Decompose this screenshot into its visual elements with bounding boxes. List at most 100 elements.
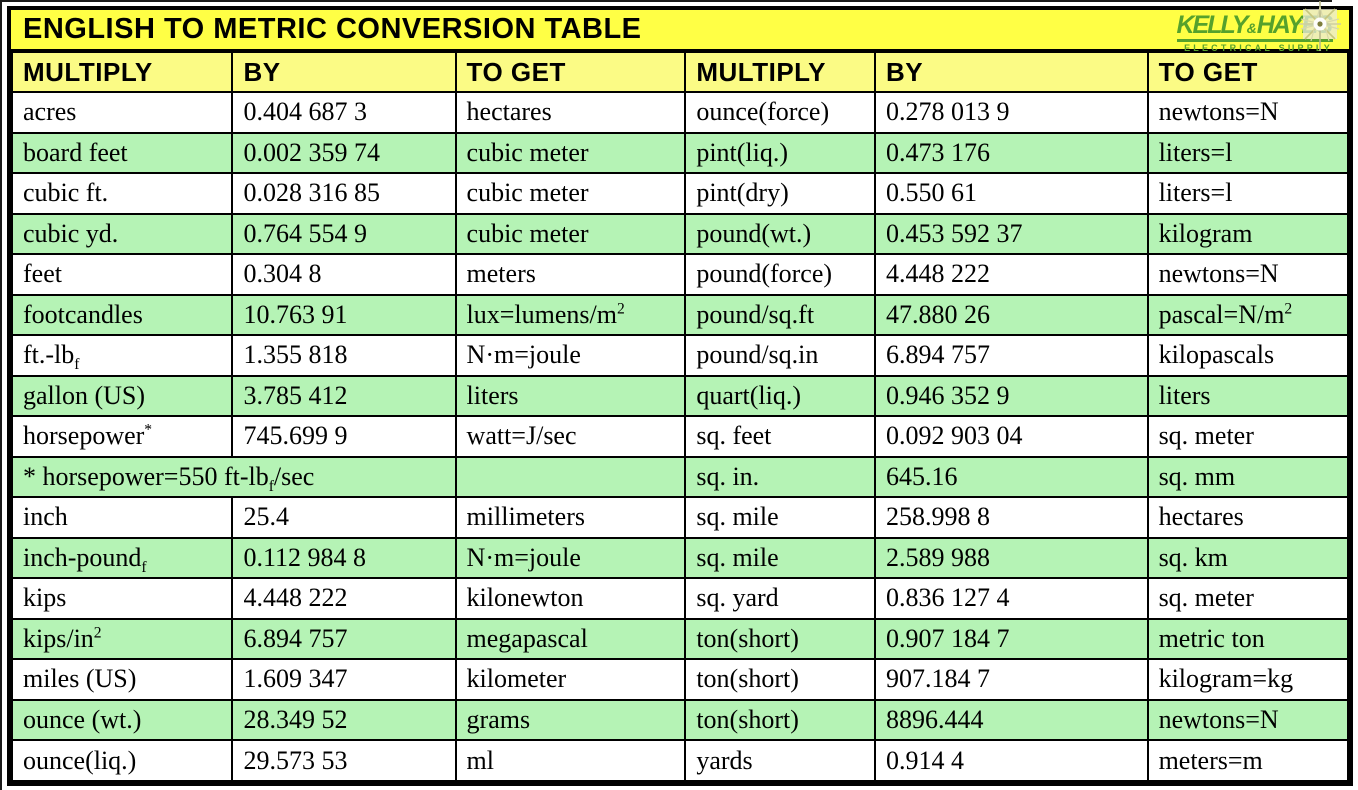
- by-cell: 0.764 554 9: [231, 212, 457, 256]
- multiply-cell: gallon (US): [10, 374, 234, 418]
- multiply-cell: kips/in2: [10, 617, 234, 661]
- to-get-cell: kilometer: [454, 658, 687, 701]
- by-cell: 2.589 988: [874, 536, 1149, 580]
- table-row: acres 0.404 687 3 hectares ounce(force) 0.27…: [10, 91, 1350, 134]
- to-get-cell: N·m=joule: [454, 334, 687, 377]
- to-get-cell: N·m=joule: [454, 536, 687, 580]
- by-cell: 8896.444: [874, 698, 1149, 742]
- to-get-cell: sq. meter: [1146, 577, 1350, 620]
- sparkle-icon: [1299, 1, 1341, 51]
- multiply-cell: yards: [684, 739, 877, 782]
- multiply-cell: ton(short): [684, 698, 877, 742]
- scan-edge-left: [0, 0, 2, 790]
- multiply-cell: pound/sq.in: [684, 334, 877, 377]
- multiply-cell: pint(liq.): [684, 131, 877, 175]
- multiply-cell: ton(short): [684, 658, 877, 701]
- to-get-cell: metric ton: [1146, 617, 1350, 661]
- to-get-cell: kilopascals: [1146, 334, 1350, 377]
- by-cell: 10.763 91: [231, 293, 457, 337]
- table-row: board feet 0.002 359 74 cubic meter pint(li…: [10, 131, 1350, 175]
- header-toget-left: TO GET: [454, 51, 687, 93]
- to-get-cell: [454, 455, 687, 499]
- logo-tagline: ELECTRICAL SUPPLY: [1184, 43, 1333, 53]
- multiply-cell: cubic yd.: [10, 212, 234, 256]
- to-get-cell: megapascal: [454, 617, 687, 661]
- multiply-cell: sq. yard: [684, 577, 877, 620]
- by-cell: 6.894 757: [231, 617, 457, 661]
- footnote-cell: * horsepower=550 ft-lbf/sec: [11, 455, 457, 499]
- table-row: ounce (wt.) 28.349 52 grams ton(short) 8896.…: [10, 698, 1350, 742]
- by-cell: 0.473 176: [874, 131, 1149, 175]
- to-get-cell: newtons=N: [1146, 253, 1350, 296]
- table-row: ft.-lbf 1.355 818 N·m=joule pound/sq.in 6.89…: [10, 334, 1350, 377]
- to-get-cell: ml: [454, 739, 687, 782]
- header-by-right: BY: [874, 51, 1149, 93]
- to-get-cell: liters=l: [1146, 131, 1350, 175]
- by-cell: 258.998 8: [874, 496, 1149, 539]
- multiply-cell: ft.-lbf: [10, 334, 234, 377]
- table-header-row: MULTIPLY BY TO GET MULTIPLY BY TO GET: [10, 51, 1350, 93]
- to-get-cell: meters=m: [1146, 739, 1350, 782]
- conversion-sheet: ENGLISH TO METRIC CONVERSION TABLE KELLY…: [7, 1, 1353, 786]
- by-cell: 0.304 8: [231, 253, 457, 296]
- table-row: feet 0.304 8 meters pound(force) 4.448 222 ne…: [10, 253, 1350, 296]
- to-get-cell: newtons=N: [1146, 91, 1350, 134]
- multiply-cell: pound/sq.ft: [684, 293, 877, 337]
- multiply-cell: sq. in.: [684, 455, 877, 499]
- by-cell: 29.573 53: [231, 739, 457, 782]
- table-row: cubic yd. 0.764 554 9 cubic meter pound(wt.…: [10, 212, 1350, 256]
- multiply-cell: kips: [10, 577, 234, 620]
- by-cell: 47.880 26: [874, 293, 1149, 337]
- table-row: inch-poundf 0.112 984 8 N·m=joule sq. mile 2…: [10, 536, 1350, 580]
- multiply-cell: cubic ft.: [10, 172, 234, 215]
- multiply-cell: ton(short): [684, 617, 877, 661]
- to-get-cell: cubic meter: [454, 212, 687, 256]
- to-get-cell: liters: [454, 374, 687, 418]
- by-cell: 3.785 412: [231, 374, 457, 418]
- table-row: inch 25.4 millimeters sq. mile 258.998 8 hect…: [10, 496, 1350, 539]
- scan-edge-top: [0, 0, 1332, 2]
- header-toget-right: TO GET: [1146, 51, 1350, 93]
- by-cell: 0.092 903 04: [874, 415, 1149, 458]
- by-cell: 0.028 316 85: [231, 172, 457, 215]
- page-title: ENGLISH TO METRIC CONVERSION TABLE: [23, 13, 642, 45]
- by-cell: 0.836 127 4: [874, 577, 1149, 620]
- logo-word1: KELLY: [1176, 11, 1249, 39]
- multiply-cell: ounce(liq.): [10, 739, 234, 782]
- to-get-cell: kilogram: [1146, 212, 1350, 256]
- by-cell: 0.946 352 9: [874, 374, 1149, 418]
- to-get-cell: liters: [1146, 374, 1350, 418]
- multiply-cell: pound(wt.): [684, 212, 877, 256]
- multiply-cell: inch: [10, 496, 234, 539]
- multiply-cell: horsepower*: [10, 415, 234, 458]
- by-cell: 0.453 592 37: [874, 212, 1149, 256]
- to-get-cell: lux=lumens/m2: [454, 293, 687, 337]
- by-cell: 25.4: [231, 496, 457, 539]
- by-cell: 1.355 818: [231, 334, 457, 377]
- to-get-cell: liters=l: [1146, 172, 1350, 215]
- table-row: footcandles 10.763 91 lux=lumens/m2 pound/s…: [10, 293, 1350, 337]
- to-get-cell: watt=J/sec: [454, 415, 687, 458]
- by-cell: 4.448 222: [874, 253, 1149, 296]
- to-get-cell: meters: [454, 253, 687, 296]
- multiply-cell: sq. feet: [684, 415, 877, 458]
- multiply-cell: feet: [10, 253, 234, 296]
- title-bar: ENGLISH TO METRIC CONVERSION TABLE KELLY…: [11, 1, 1349, 53]
- to-get-cell: hectares: [1146, 496, 1350, 539]
- multiply-cell: board feet: [10, 131, 234, 175]
- to-get-cell: sq. meter: [1146, 415, 1350, 458]
- header-by-left: BY: [231, 51, 457, 93]
- by-cell: 0.002 359 74: [231, 131, 457, 175]
- multiply-cell: pint(dry): [684, 172, 877, 215]
- table-row: ounce(liq.) 29.573 53 ml yards 0.914 4 meters…: [10, 739, 1350, 782]
- by-cell: 0.112 984 8: [231, 536, 457, 580]
- multiply-cell: acres: [10, 91, 234, 134]
- to-get-cell: pascal=N/m2: [1146, 293, 1350, 337]
- by-cell: 0.907 184 7: [874, 617, 1149, 661]
- multiply-cell: inch-poundf: [10, 536, 234, 580]
- table-body: acres 0.404 687 3 hectares ounce(force) 0.27…: [10, 91, 1350, 782]
- by-cell: 1.609 347: [231, 658, 457, 701]
- header-multiply-right: MULTIPLY: [684, 51, 877, 93]
- logo-ampersand: &: [1246, 20, 1257, 36]
- table-row: kips/in2 6.894 757 megapascal ton(short) 0.9…: [10, 617, 1350, 661]
